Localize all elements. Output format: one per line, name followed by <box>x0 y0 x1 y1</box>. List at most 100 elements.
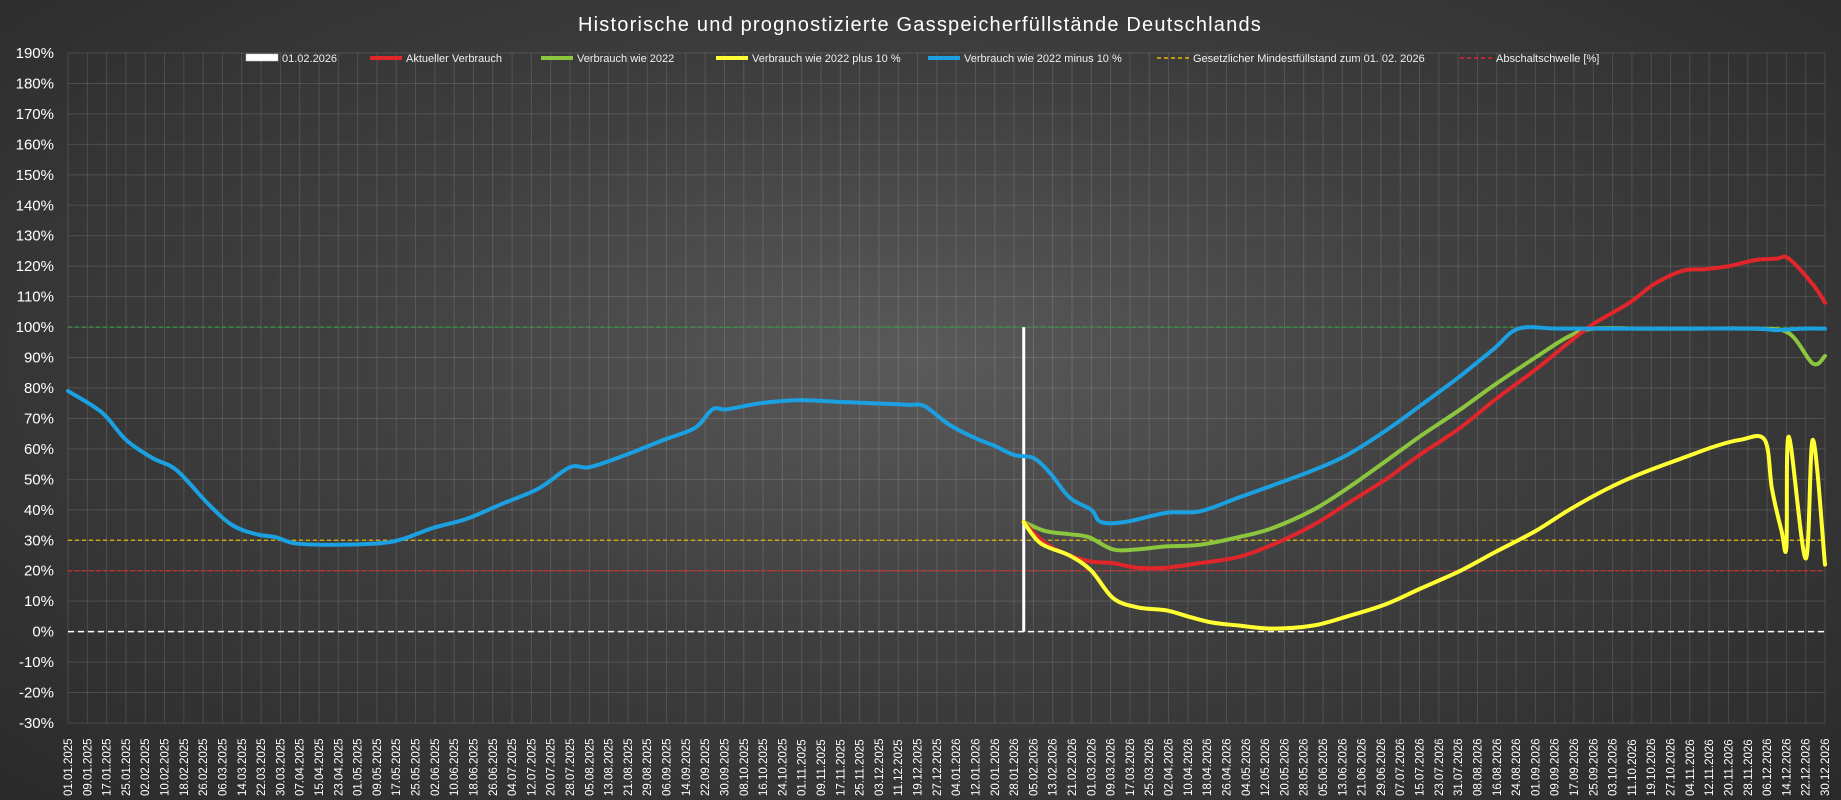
x-tick-label: 16.10.2025 <box>758 738 770 796</box>
x-tick-label: 17.01.2025 <box>102 738 114 796</box>
x-tick-label: 27.12.2025 <box>932 738 944 796</box>
x-tick-label: 14.09.2025 <box>681 738 693 796</box>
y-tick-label: 70% <box>24 410 54 427</box>
x-tick-label: 04.05.2026 <box>1241 738 1253 796</box>
x-tick-label: 28.05.2026 <box>1299 738 1311 796</box>
x-tick-label: 14.12.2026 <box>1781 738 1793 796</box>
y-tick-label: 120% <box>16 258 54 275</box>
x-tick-label: 05.06.2026 <box>1318 738 1330 796</box>
legend: 01.02.2026 Aktueller Verbrauch Verbrauch w… <box>245 53 1599 65</box>
x-tick-label: 17.11.2025 <box>835 739 847 796</box>
x-tick-label: 17.05.2025 <box>391 738 403 796</box>
x-tick-label: 09.05.2025 <box>372 738 384 796</box>
x-tick-label: 02.02.2025 <box>140 738 152 796</box>
y-tick-label: 50% <box>24 471 54 488</box>
x-tick-label: 15.07.2026 <box>1415 738 1427 796</box>
legend-label: Verbrauch wie 2022 <box>577 53 674 65</box>
y-tick-label: 0% <box>32 624 54 641</box>
x-tick-label: 20.01.2026 <box>990 738 1002 796</box>
x-tick-label: 30.09.2025 <box>719 738 731 796</box>
legend-label: Verbrauch wie 2022 minus 10 % <box>964 53 1122 65</box>
x-tick-label: 18.04.2026 <box>1202 738 1214 796</box>
y-tick-label: 30% <box>24 532 54 549</box>
x-tick-label: 26.02.2025 <box>198 738 210 796</box>
x-tick-label: 20.07.2025 <box>546 738 558 796</box>
x-tick-label: 08.08.2026 <box>1472 738 1484 796</box>
legend-label: 01.02.2026 <box>282 53 337 65</box>
x-tick-label: 31.07.2026 <box>1453 738 1465 796</box>
x-tick-label: 06.03.2025 <box>217 738 229 796</box>
y-tick-label: 160% <box>16 136 54 153</box>
x-tick-label: 20.11.2026 <box>1723 739 1735 796</box>
y-tick-label: 150% <box>16 167 54 184</box>
legend-label: Abschaltschwelle [%] <box>1496 53 1599 65</box>
x-tick-label: 23.04.2025 <box>333 738 345 796</box>
x-tick-label: 25.05.2025 <box>411 738 423 796</box>
series-line <box>66 325 1827 547</box>
x-tick-label: 01.03.2026 <box>1086 738 1098 796</box>
x-tick-label: 22.03.2025 <box>256 738 268 796</box>
y-tick-label: 20% <box>24 563 54 580</box>
x-tick-label: 09.01.2025 <box>82 738 94 796</box>
x-axis: 01.01.2025 09.01.2025 17.01.2025 25.01.2025… <box>63 738 1832 796</box>
x-tick-label: 01.05.2025 <box>353 738 365 796</box>
x-tick-label: 25.09.2026 <box>1588 738 1600 796</box>
x-tick-label: 17.09.2026 <box>1569 738 1581 796</box>
x-tick-label: 04.07.2025 <box>507 738 519 796</box>
series-line <box>1021 433 1827 631</box>
x-tick-label: 26.06.2025 <box>488 738 500 796</box>
x-tick-label: 06.09.2025 <box>662 738 674 796</box>
x-tick-label: 14.03.2025 <box>237 738 249 796</box>
x-tick-label: 09.11.2025 <box>816 739 828 796</box>
legend-label: Gesetzlicher Mindestfüllstand zum 01. 02… <box>1193 53 1425 65</box>
y-tick-label: 190% <box>16 45 54 62</box>
x-tick-label: 24.10.2025 <box>777 738 789 796</box>
x-tick-label: 30.12.2026 <box>1820 738 1832 796</box>
x-tick-label: 27.10.2026 <box>1666 738 1678 796</box>
x-tick-label: 23.07.2026 <box>1434 738 1446 796</box>
x-tick-label: 18.02.2025 <box>179 738 191 796</box>
x-tick-label: 04.11.2026 <box>1685 739 1697 796</box>
x-tick-label: 18.06.2025 <box>468 738 480 796</box>
x-tick-label: 01.11.2025 <box>797 739 809 796</box>
series-lines <box>66 254 1827 631</box>
x-tick-label: 29.08.2025 <box>642 738 654 796</box>
x-tick-label: 10.02.2025 <box>160 738 172 796</box>
x-tick-label: 13.06.2026 <box>1337 738 1349 796</box>
x-tick-label: 10.04.2026 <box>1183 738 1195 796</box>
x-tick-label: 17.03.2026 <box>1125 738 1137 796</box>
grid <box>67 52 1826 724</box>
x-tick-label: 12.07.2025 <box>526 738 538 796</box>
y-tick-label: 180% <box>16 75 54 92</box>
y-tick-label: 80% <box>24 380 54 397</box>
chart-title: Historische und prognostizierte Gasspeic… <box>578 14 1262 36</box>
x-tick-label: 25.03.2026 <box>1144 738 1156 796</box>
y-tick-label: 140% <box>16 197 54 214</box>
x-tick-label: 21.06.2026 <box>1357 738 1369 796</box>
y-tick-label: 40% <box>24 502 54 519</box>
y-tick-label: 130% <box>16 228 54 245</box>
y-tick-label: -10% <box>19 654 54 671</box>
x-tick-label: 12.05.2026 <box>1260 738 1272 796</box>
x-tick-label: 03.10.2026 <box>1608 738 1620 796</box>
y-tick-label: 90% <box>24 350 54 367</box>
x-tick-label: 13.08.2025 <box>604 738 616 796</box>
x-tick-label: 02.04.2026 <box>1164 738 1176 796</box>
y-axis: 190% 180% 170% 160% 150% 140% 130% 120% 110% 100%… <box>16 45 54 732</box>
x-tick-label: 11.12.2025 <box>893 739 905 796</box>
x-tick-label: 01.09.2026 <box>1530 738 1542 796</box>
y-tick-label: 170% <box>16 106 54 123</box>
x-tick-label: 12.01.2026 <box>970 738 982 796</box>
x-tick-label: 19.12.2025 <box>913 738 925 796</box>
x-tick-label: 26.04.2026 <box>1221 738 1233 796</box>
x-tick-label: 25.01.2025 <box>121 738 133 796</box>
x-tick-label: 13.02.2026 <box>1048 738 1060 796</box>
x-tick-label: 11.10.2026 <box>1627 739 1639 796</box>
x-tick-label: 12.11.2026 <box>1704 739 1716 796</box>
x-tick-label: 02.06.2025 <box>430 738 442 796</box>
legend-swatch <box>245 53 279 62</box>
x-tick-label: 09.03.2026 <box>1106 738 1118 796</box>
x-tick-label: 21.02.2026 <box>1067 738 1079 796</box>
x-tick-label: 08.10.2025 <box>739 738 751 796</box>
